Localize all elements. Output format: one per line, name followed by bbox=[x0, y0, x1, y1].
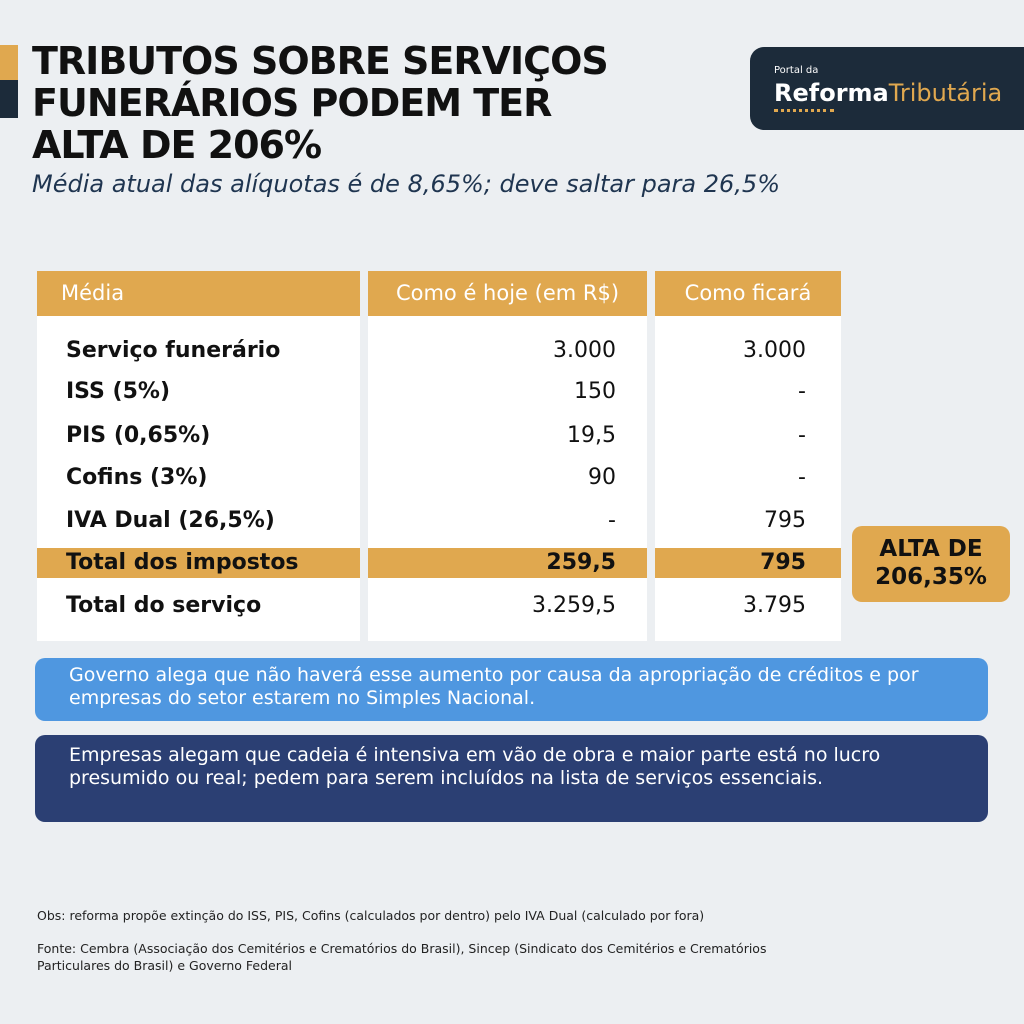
table-cell: - bbox=[608, 508, 616, 533]
title-line: TRIBUTOS SOBRE SERVIÇOS bbox=[32, 39, 609, 83]
table-cell: - bbox=[798, 423, 806, 448]
footer-obs: Obs: reforma propõe extinção do ISS, PIS… bbox=[37, 908, 705, 923]
logo-brand: ReformaTributária bbox=[774, 79, 1002, 107]
row-label: ISS (5%) bbox=[66, 379, 171, 404]
logo-top: Portal da bbox=[774, 65, 819, 76]
accent-bar bbox=[0, 80, 18, 118]
table-cell: 259,5 bbox=[546, 550, 616, 575]
table-cell: 3.259,5 bbox=[532, 593, 616, 618]
logo-dots bbox=[774, 109, 834, 112]
title-line: FUNERÁRIOS PODEM TER bbox=[32, 81, 552, 125]
title: TRIBUTOS SOBRE SERVIÇOS FUNERÁRIOS PODEM… bbox=[32, 39, 609, 167]
accent-bar bbox=[0, 45, 18, 80]
row-label: Total dos impostos bbox=[66, 550, 299, 575]
table-cell: 795 bbox=[764, 508, 806, 533]
subtitle: Média atual das alíquotas é de 8,65%; de… bbox=[32, 170, 780, 198]
table-cell: 90 bbox=[588, 465, 616, 490]
table-column bbox=[368, 271, 647, 641]
table-cell: - bbox=[798, 379, 806, 404]
row-label: Cofins (3%) bbox=[66, 465, 208, 490]
note: Governo alega que não haverá esse aument… bbox=[35, 658, 988, 721]
total-band bbox=[37, 548, 360, 578]
header-cell: Como é hoje (em R$) bbox=[368, 271, 647, 316]
row-label: PIS (0,65%) bbox=[66, 423, 211, 448]
row-label: Total do serviço bbox=[66, 593, 262, 618]
logo-bold: Reforma bbox=[774, 79, 889, 107]
table-cell: 3.795 bbox=[743, 593, 806, 618]
logo: Portal da ReformaTributária bbox=[750, 47, 1024, 130]
row-label: Serviço funerário bbox=[66, 338, 281, 363]
total-band bbox=[368, 548, 647, 578]
table-cell: 795 bbox=[760, 550, 806, 575]
note: Empresas alegam que cadeia é intensiva e… bbox=[35, 735, 988, 822]
header-cell: Como ficará bbox=[655, 271, 841, 316]
badge: ALTA DE 206,35% bbox=[852, 526, 1010, 602]
table-cell: 3.000 bbox=[553, 338, 616, 363]
table-cell: 150 bbox=[574, 379, 616, 404]
logo-light: Tributária bbox=[888, 79, 1003, 107]
footer-source: Fonte: Cembra (Associação dos Cemitérios… bbox=[37, 941, 767, 973]
header-cell: Média bbox=[37, 271, 360, 316]
title-line: ALTA DE 206% bbox=[32, 123, 322, 167]
badge-line: 206,35% bbox=[875, 564, 987, 590]
table-column bbox=[37, 271, 360, 641]
total-band bbox=[655, 548, 841, 578]
table-cell: 19,5 bbox=[567, 423, 616, 448]
row-label: IVA Dual (26,5%) bbox=[66, 508, 275, 533]
table-column bbox=[655, 271, 841, 641]
table-cell: 3.000 bbox=[743, 338, 806, 363]
table-cell: - bbox=[798, 465, 806, 490]
badge-line: ALTA DE bbox=[879, 536, 983, 562]
